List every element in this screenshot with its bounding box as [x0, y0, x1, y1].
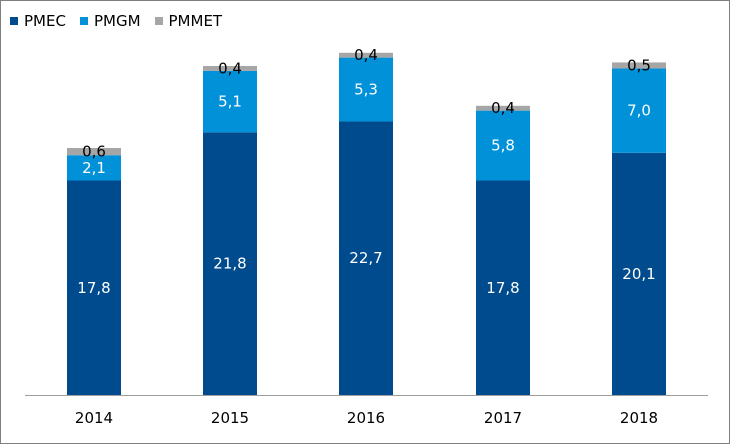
bar-pmec-2014 [67, 180, 121, 395]
legend-swatch-pmmet [154, 17, 163, 25]
legend-label-pmgm: PMGM [93, 12, 141, 30]
bar-pmgm-2015 [203, 70, 257, 133]
bar-pmec-2016 [339, 121, 393, 395]
legend-swatch-pmgm [79, 17, 88, 25]
legend: PMEC PMGM PMMET [10, 12, 222, 30]
bar-pmgm-2014 [67, 155, 121, 181]
bar-pmec-2015 [203, 132, 257, 395]
legend-item-pmgm: PMGM [79, 12, 141, 30]
data-label-pmmet-2014: 0,6 [82, 143, 106, 161]
legend-swatch-pmec [10, 17, 18, 25]
data-label-pmgm-2014: 2,1 [82, 159, 106, 177]
x-tick-2017: 2017 [484, 409, 522, 427]
bar-pmec-2017 [476, 180, 530, 395]
data-label-pmec-2018: 20,1 [622, 265, 655, 283]
data-label-pmgm-2017: 5,8 [491, 137, 515, 155]
data-label-pmec-2017: 17,8 [486, 279, 519, 297]
x-tick-2018: 2018 [620, 409, 658, 427]
x-tick-2014: 2014 [75, 409, 113, 427]
x-tick-2016: 2016 [347, 409, 385, 427]
data-label-pmec-2016: 22,7 [349, 249, 382, 267]
bar-pmmet-2014 [67, 147, 121, 156]
bar-pmgm-2017 [476, 110, 530, 181]
bar-pmgm-2016 [339, 57, 393, 122]
bar-pmmet-2018 [612, 62, 666, 69]
data-label-pmmet-2016: 0,4 [354, 46, 378, 64]
bar-pmec-2018 [612, 152, 666, 395]
data-label-pmmet-2017: 0,4 [491, 99, 515, 117]
legend-item-pmmet: PMMET [154, 12, 223, 30]
data-label-pmgm-2015: 5,1 [218, 93, 242, 111]
data-label-pmec-2014: 17,8 [77, 279, 110, 297]
data-label-pmec-2015: 21,8 [213, 255, 246, 273]
bar-pmgm-2018 [612, 68, 666, 153]
data-label-pmgm-2016: 5,3 [354, 81, 378, 99]
legend-label-pmec: PMEC [24, 12, 66, 30]
bar-pmmet-2017 [476, 105, 530, 111]
legend-label-pmmet: PMMET [168, 12, 223, 30]
bar-pmmet-2016 [339, 52, 393, 58]
x-tick-2015: 2015 [211, 409, 249, 427]
bar-pmmet-2015 [203, 66, 257, 71]
data-label-pmmet-2015: 0,4 [218, 59, 242, 77]
legend-item-pmec: PMEC [10, 12, 66, 30]
data-label-pmmet-2018: 0,5 [627, 56, 651, 74]
data-label-pmgm-2018: 7,0 [627, 102, 651, 120]
